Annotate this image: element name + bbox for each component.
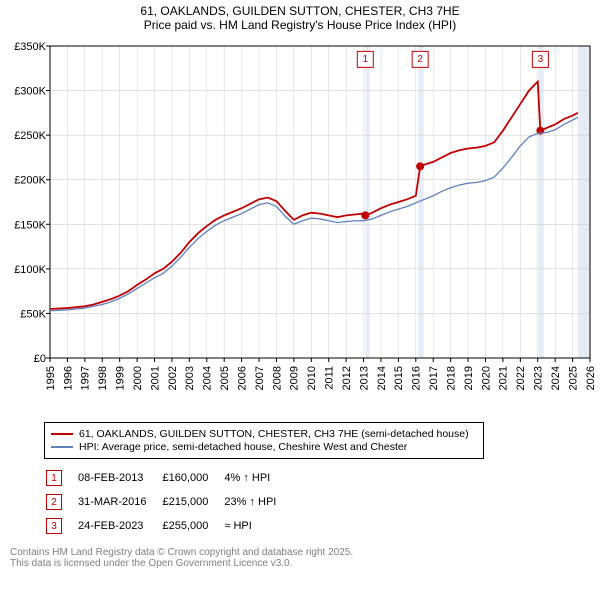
legend-item: HPI: Average price, semi-detached house,…: [51, 441, 477, 453]
svg-text:2001: 2001: [149, 366, 161, 390]
svg-text:2011: 2011: [324, 366, 336, 390]
legend-swatch: [51, 433, 73, 435]
legend: 61, OAKLANDS, GUILDEN SUTTON, CHESTER, C…: [44, 422, 484, 459]
svg-text:2002: 2002: [167, 366, 179, 390]
footer-line-1: Contains HM Land Registry data © Crown c…: [10, 547, 596, 558]
legend-swatch: [51, 446, 73, 448]
svg-text:2010: 2010: [306, 366, 318, 390]
svg-text:1997: 1997: [80, 366, 92, 390]
marker-row: 1 08-FEB-2013£160,0004% ↑ HPI: [46, 467, 290, 489]
svg-text:2000: 2000: [132, 366, 144, 390]
svg-text:£150K: £150K: [14, 219, 46, 231]
svg-text:£0: £0: [34, 353, 46, 365]
svg-text:2005: 2005: [219, 366, 231, 390]
svg-text:2018: 2018: [445, 366, 457, 390]
svg-text:2023: 2023: [533, 366, 545, 390]
marker-price: £215,000: [162, 491, 222, 513]
chart-area: £0 £50K £100K £150K £200K £250K £300K £350K 1995…: [4, 36, 596, 416]
svg-text:1: 1: [363, 54, 369, 65]
svg-text:£100K: £100K: [14, 264, 46, 276]
line-chart: £0 £50K £100K £150K £200K £250K £300K £350K 1995…: [4, 36, 596, 416]
marker-price: £255,000: [162, 515, 222, 537]
svg-text:3: 3: [538, 54, 544, 65]
title-line-1: 61, OAKLANDS, GUILDEN SUTTON, CHESTER, C…: [4, 4, 596, 18]
svg-text:2007: 2007: [254, 366, 266, 390]
svg-text:1999: 1999: [115, 366, 127, 390]
svg-text:£250K: £250K: [14, 130, 46, 142]
svg-text:2019: 2019: [463, 366, 475, 390]
svg-text:1996: 1996: [62, 366, 74, 390]
svg-text:1995: 1995: [45, 366, 57, 390]
title-line-2: Price paid vs. HM Land Registry's House …: [4, 18, 596, 32]
svg-text:2004: 2004: [202, 366, 214, 390]
svg-text:2024: 2024: [550, 366, 562, 390]
svg-text:£200K: £200K: [14, 175, 46, 187]
footer-attribution: Contains HM Land Registry data © Crown c…: [10, 547, 596, 569]
svg-text:2013: 2013: [358, 366, 370, 390]
svg-text:2006: 2006: [236, 366, 248, 390]
svg-text:2021: 2021: [498, 366, 510, 390]
marker-row: 2 31-MAR-2016£215,00023% ↑ HPI: [46, 491, 290, 513]
svg-text:£300K: £300K: [14, 86, 46, 98]
marker-number-box: 2: [46, 494, 62, 510]
legend-label: HPI: Average price, semi-detached house,…: [79, 441, 407, 453]
marker-delta: 23% ↑ HPI: [224, 491, 290, 513]
marker-row: 3 24-FEB-2023£255,000≈ HPI: [46, 515, 290, 537]
svg-text:1998: 1998: [97, 366, 109, 390]
svg-text:2026: 2026: [585, 366, 596, 390]
svg-text:2016: 2016: [411, 366, 423, 390]
svg-text:2: 2: [417, 54, 423, 65]
svg-text:2012: 2012: [341, 366, 353, 390]
svg-text:2009: 2009: [289, 366, 301, 390]
svg-text:2003: 2003: [184, 366, 196, 390]
svg-text:2014: 2014: [376, 366, 388, 390]
svg-text:2025: 2025: [567, 366, 579, 390]
legend-item: 61, OAKLANDS, GUILDEN SUTTON, CHESTER, C…: [51, 428, 477, 440]
marker-delta: 4% ↑ HPI: [224, 467, 290, 489]
legend-label: 61, OAKLANDS, GUILDEN SUTTON, CHESTER, C…: [79, 428, 469, 440]
chart-title: 61, OAKLANDS, GUILDEN SUTTON, CHESTER, C…: [4, 4, 596, 32]
svg-text:£50K: £50K: [20, 308, 46, 320]
marker-date: 31-MAR-2016: [78, 491, 160, 513]
footer-line-2: This data is licensed under the Open Gov…: [10, 558, 596, 569]
svg-text:2008: 2008: [271, 366, 283, 390]
marker-price: £160,000: [162, 467, 222, 489]
svg-text:2022: 2022: [515, 366, 527, 390]
marker-date: 24-FEB-2023: [78, 515, 160, 537]
marker-table: 1 08-FEB-2013£160,0004% ↑ HPI 2 31-MAR-2016…: [44, 465, 292, 539]
svg-text:£350K: £350K: [14, 41, 46, 53]
marker-delta: ≈ HPI: [224, 515, 290, 537]
svg-text:2017: 2017: [428, 366, 440, 390]
svg-text:2015: 2015: [393, 366, 405, 390]
marker-number-box: 3: [46, 518, 62, 534]
marker-number-box: 1: [46, 470, 62, 486]
svg-text:2020: 2020: [480, 366, 492, 390]
marker-date: 08-FEB-2013: [78, 467, 160, 489]
